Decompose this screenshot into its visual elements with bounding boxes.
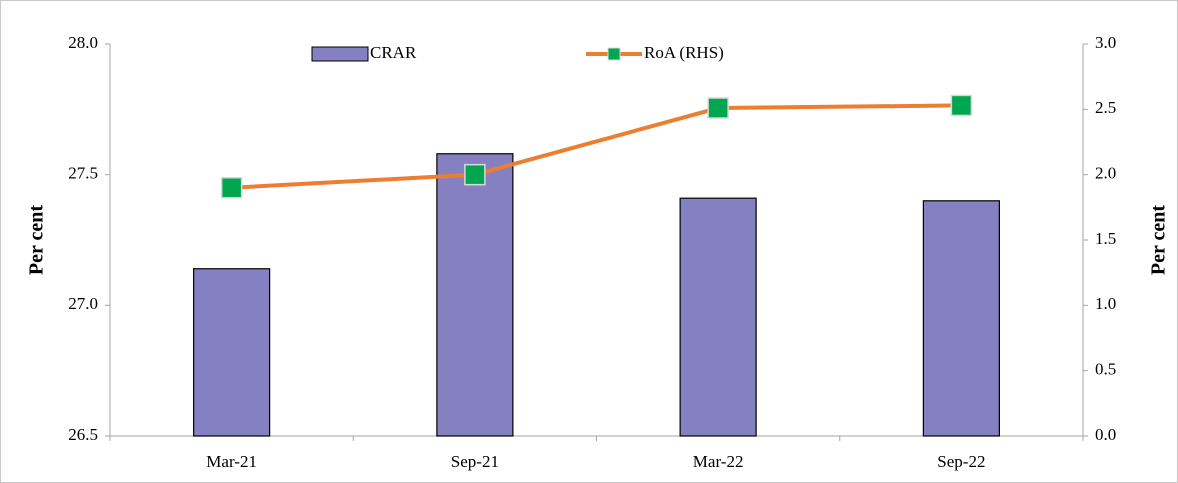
bar [193, 268, 271, 437]
x-tick-label: Mar-21 [206, 452, 257, 471]
y2-tick-label: 2.0 [1095, 164, 1116, 183]
bar [436, 153, 514, 437]
x-tick-label: Sep-21 [451, 452, 499, 471]
marker [220, 176, 243, 199]
legend-swatch [607, 47, 621, 61]
y-tick-label: 27.0 [68, 294, 98, 313]
bar [922, 200, 1000, 437]
y2-axis-label: Per cent [1148, 205, 1170, 275]
legend-label: RoA (RHS) [644, 43, 724, 62]
y2-tick-label: 0.5 [1095, 360, 1116, 379]
x-tick-label: Mar-22 [693, 452, 744, 471]
y-tick-label: 28.0 [68, 33, 98, 52]
y-tick-label: 27.5 [68, 164, 98, 183]
y2-tick-label: 0.0 [1095, 425, 1116, 444]
y2-tick-label: 1.5 [1095, 229, 1116, 248]
bar [679, 197, 757, 437]
y-tick-label: 26.5 [68, 425, 98, 444]
x-tick-label: Sep-22 [937, 452, 985, 471]
y-axis-label: Per cent [26, 205, 48, 275]
y2-tick-label: 2.5 [1095, 98, 1116, 117]
y2-tick-label: 1.0 [1095, 294, 1116, 313]
legend-label: CRAR [370, 43, 417, 62]
marker [950, 94, 973, 117]
y2-tick-label: 3.0 [1095, 33, 1116, 52]
legend-swatch [311, 46, 369, 62]
marker [707, 97, 729, 119]
line [231, 103, 962, 190]
marker [464, 163, 486, 186]
